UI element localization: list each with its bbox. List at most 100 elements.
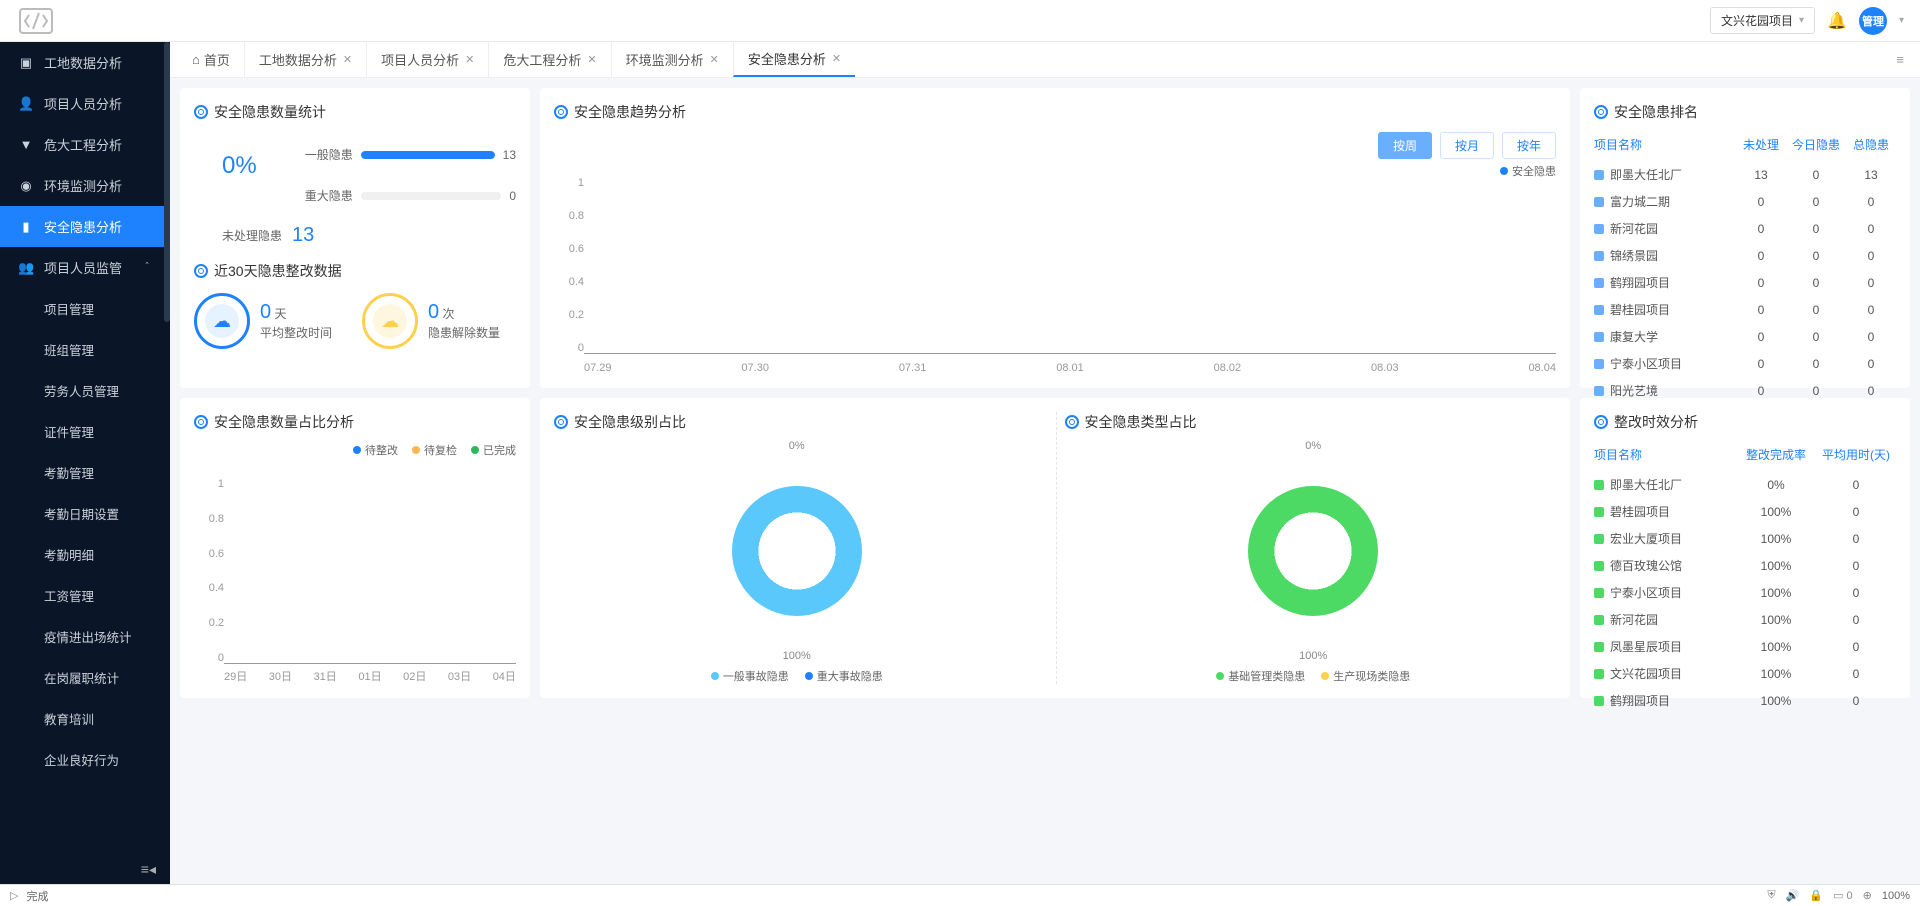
tab[interactable]: 安全隐患分析 ✕: [733, 42, 855, 77]
avg-time-circle: ☁: [194, 293, 250, 349]
bell-icon[interactable]: 🔔: [1827, 11, 1847, 31]
sidebar-item[interactable]: ▼ 危大工程分析: [0, 124, 170, 165]
legend-dot: [1500, 167, 1508, 175]
tab[interactable]: 项目人员分析✕: [366, 42, 488, 77]
card-title: 安全隐患数量统计: [194, 102, 516, 122]
eff-row[interactable]: 即墨大任北厂0%0: [1594, 471, 1896, 498]
tab-label: 安全隐患分析: [748, 49, 826, 68]
resolve-count-circle: ☁: [362, 293, 418, 349]
tab[interactable]: 工地数据分析 ✕: [244, 42, 366, 77]
avatar[interactable]: 管理: [1859, 7, 1887, 35]
title-icon: [554, 105, 568, 119]
sidebar-item[interactable]: 👤项目人员分析: [0, 83, 170, 124]
title-icon: [1594, 105, 1608, 119]
title-icon: [1065, 415, 1079, 429]
sidebar-label: 项目人员监管: [44, 258, 122, 277]
title-icon: [1594, 415, 1608, 429]
card-count: 安全隐患数量统计 0% 一般隐患13重大隐患0 未处理隐患13 近30天隐患整改…: [180, 88, 530, 388]
statusbar: ▷ 完成 ⛨ 🔊 🔒 ▭ 0 ⊕ 100%: [0, 884, 1920, 906]
tabs: ⌂ 首页 工地数据分析✕项目人员分析✕危大工程分析✕环境监测分析✕安全隐患分析✕…: [170, 42, 1920, 78]
rank-row[interactable]: 新河花园000: [1594, 215, 1896, 242]
sidebar-subitem[interactable]: 证件管理: [0, 411, 170, 452]
sidebar-icon: ▼: [18, 137, 34, 152]
sidebar-subitem[interactable]: 工资管理: [0, 575, 170, 616]
sidebar-item[interactable]: ▣工地数据分析: [0, 42, 170, 83]
sidebar-collapse[interactable]: ≡◂: [0, 854, 170, 884]
lock-icon[interactable]: 🔒: [1809, 889, 1823, 902]
tabs-more[interactable]: ≡: [1888, 52, 1912, 67]
chevron-down-icon: ▾: [1799, 15, 1804, 26]
zoom-icon[interactable]: ⊕: [1863, 889, 1872, 902]
sidebar-subitem[interactable]: 项目管理: [0, 288, 170, 329]
sidebar-scrollbar[interactable]: [164, 42, 170, 322]
card-trend: 安全隐患趋势分析 按周按月按年 安全隐患 10.80.60.40.20 07.2…: [540, 88, 1570, 388]
sidebar: ▣工地数据分析👤项目人员分析▼危大工程分析◉环境监测分析▮安全隐患分析👥项目人员…: [0, 42, 170, 884]
eff-row[interactable]: 宏业大厦项目100%0: [1594, 525, 1896, 552]
expand-icon: ＾: [142, 260, 152, 275]
tab-label: 环境监测分析: [626, 50, 704, 69]
tab-label: 工地数据分析: [259, 50, 337, 69]
sidebar-subitem[interactable]: 在岗履职统计: [0, 657, 170, 698]
shield-icon[interactable]: ⛨: [1767, 889, 1775, 902]
topbar: 文兴花园项目 ▾ 🔔 管理 ▾: [0, 0, 1920, 42]
sidebar-subitem[interactable]: 考勤日期设置: [0, 493, 170, 534]
trend-tab[interactable]: 按年: [1502, 132, 1556, 159]
pct-big: 0%: [194, 140, 285, 204]
close-icon[interactable]: ✕: [710, 53, 719, 66]
sidebar-item[interactable]: ▮安全隐患分析: [0, 206, 170, 247]
sidebar-subitem[interactable]: 教育培训: [0, 698, 170, 739]
eff-row[interactable]: 凤墨星辰项目100%0: [1594, 633, 1896, 660]
sidebar-subitem[interactable]: 疫情进出场统计: [0, 616, 170, 657]
sidebar-subitem[interactable]: 劳务人员管理: [0, 370, 170, 411]
status-text: 完成: [26, 888, 48, 904]
title-icon: [554, 415, 568, 429]
project-name: 文兴花园项目: [1721, 12, 1793, 29]
sidebar-icon: ▮: [18, 219, 34, 235]
battery-icon[interactable]: ▭ 0: [1833, 889, 1853, 902]
sidebar-subitem[interactable]: 企业良好行为: [0, 739, 170, 780]
eff-row[interactable]: 碧桂园项目100%0: [1594, 498, 1896, 525]
close-icon[interactable]: ✕: [465, 53, 474, 66]
trend-tab[interactable]: 按周: [1378, 132, 1432, 159]
rank-row[interactable]: 康复大学000: [1594, 323, 1896, 350]
sidebar-label: 危大工程分析: [44, 135, 122, 154]
rank-row[interactable]: 锦绣景园000: [1594, 242, 1896, 269]
eff-row[interactable]: 宁泰小区项目100%0: [1594, 579, 1896, 606]
user-chevron-icon[interactable]: ▾: [1899, 15, 1904, 26]
sidebar-item[interactable]: 👥项目人员监管＾: [0, 247, 170, 288]
sidebar-subitem[interactable]: 班组管理: [0, 329, 170, 370]
rank-row[interactable]: 即墨大任北厂13013: [1594, 161, 1896, 188]
eff-row[interactable]: 新河花园100%0: [1594, 606, 1896, 633]
sidebar-icon: 👤: [18, 96, 34, 112]
close-icon[interactable]: ✕: [343, 53, 352, 66]
play-icon[interactable]: ▷: [10, 889, 18, 902]
sidebar-item[interactable]: ◉环境监测分析: [0, 165, 170, 206]
sidebar-subitem[interactable]: 考勤明细: [0, 534, 170, 575]
tab[interactable]: 危大工程分析 ✕: [488, 42, 610, 77]
eff-row[interactable]: 德百玫瑰公馆100%0: [1594, 552, 1896, 579]
home-icon: ⌂: [192, 52, 200, 67]
tab-label: 危大工程分析: [503, 50, 581, 69]
close-icon[interactable]: ✕: [832, 52, 841, 65]
sec-title: 近30天隐患整改数据: [194, 261, 516, 281]
tab-home[interactable]: ⌂ 首页: [178, 50, 244, 69]
rank-row[interactable]: 宁泰小区项目000: [1594, 350, 1896, 377]
rank-row[interactable]: 鹤翔园项目000: [1594, 269, 1896, 296]
rank-row[interactable]: 碧桂园项目000: [1594, 296, 1896, 323]
eff-row[interactable]: 鹤翔园项目100%0: [1594, 687, 1896, 714]
donut-bot-pct: 100%: [783, 650, 811, 662]
title-icon: [194, 415, 208, 429]
tab[interactable]: 环境监测分析 ✕: [611, 42, 733, 77]
trend-tab[interactable]: 按月: [1440, 132, 1494, 159]
eff-row[interactable]: 文兴花园项目100%0: [1594, 660, 1896, 687]
card-ratio: 安全隐患数量占比分析 待整改待复检已完成 10.80.60.40.20 29日3…: [180, 398, 530, 698]
project-select[interactable]: 文兴花园项目 ▾: [1710, 7, 1815, 34]
rank-row[interactable]: 富力城二期000: [1594, 188, 1896, 215]
unprocessed-n: 13: [292, 224, 314, 247]
card-rank: 安全隐患排名 项目名称未处理今日隐患总隐患 即墨大任北厂13013富力城二期00…: [1580, 88, 1910, 388]
sound-icon[interactable]: 🔊: [1786, 889, 1800, 902]
card-eff: 整改时效分析 项目名称整改完成率平均用时(天) 即墨大任北厂0%0碧桂园项目10…: [1580, 398, 1910, 698]
donut-bot-pct: 100%: [1299, 650, 1327, 662]
sidebar-subitem[interactable]: 考勤管理: [0, 452, 170, 493]
close-icon[interactable]: ✕: [587, 53, 596, 66]
